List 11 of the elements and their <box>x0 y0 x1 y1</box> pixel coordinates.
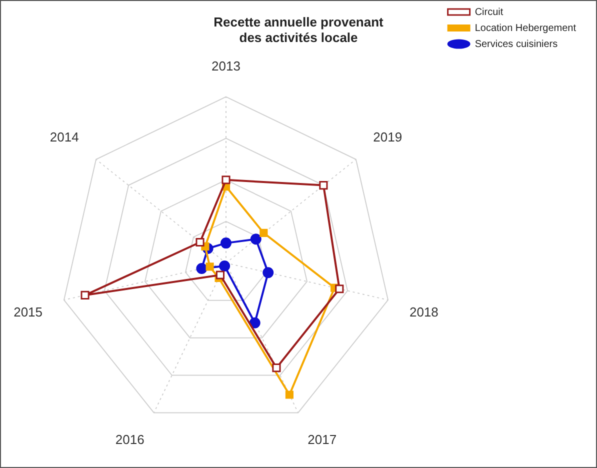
legend-label: Location Hebergement <box>474 22 576 34</box>
legend-label: Services cuisiniers <box>474 38 558 50</box>
spoke-label: 2019 <box>373 129 402 144</box>
spoke-label: 2016 <box>115 432 144 447</box>
spoke-label: 2013 <box>212 58 240 74</box>
spoke-label: 2018 <box>409 304 438 320</box>
spoke-label: 2014 <box>50 129 79 144</box>
spoke-label: 2017 <box>308 432 337 447</box>
legend-label: Circuit <box>474 6 504 18</box>
text: Recette annuelle provenant des activités locale <box>214 14 384 45</box>
spoke-label: 2015 <box>14 304 43 320</box>
